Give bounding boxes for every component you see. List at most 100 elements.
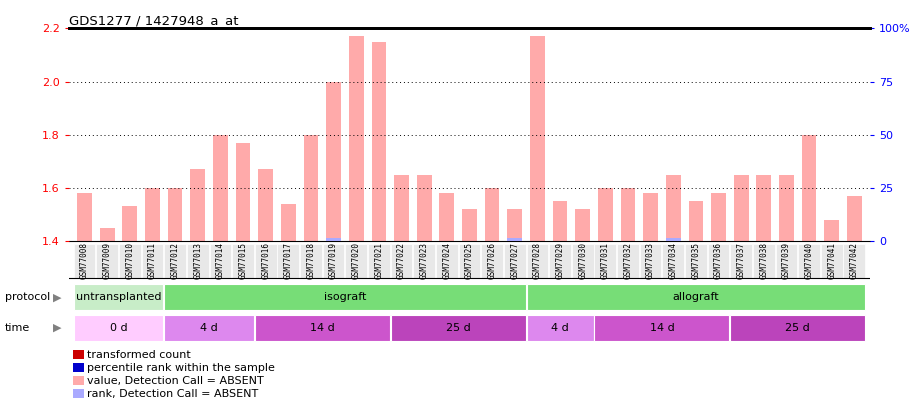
Bar [255,315,389,341]
Bar [372,42,387,241]
Bar [685,244,707,279]
Bar [255,244,277,279]
Bar [485,188,499,241]
Bar [507,238,522,241]
Bar [776,244,797,279]
Bar [440,193,454,241]
Bar [459,244,480,279]
Text: GSM77018: GSM77018 [307,242,315,279]
Bar [213,134,228,241]
Bar [168,188,182,241]
Bar [504,244,526,279]
Text: GSM77042: GSM77042 [850,242,859,279]
Bar [617,244,638,279]
Text: protocol: protocol [5,292,49,302]
Bar [258,169,273,241]
Text: GSM77037: GSM77037 [736,242,746,279]
Text: GSM77030: GSM77030 [578,242,587,279]
Text: GSM77031: GSM77031 [601,242,610,279]
Text: GSM77039: GSM77039 [782,242,791,279]
Bar [96,244,118,279]
Text: 25 d: 25 d [446,323,471,333]
Text: GSM77040: GSM77040 [804,242,813,279]
Bar [666,238,681,241]
Bar [164,315,254,341]
Bar [142,244,163,279]
Text: GSM77041: GSM77041 [827,242,836,279]
Text: GSM77028: GSM77028 [533,242,542,279]
Text: ▶: ▶ [53,292,61,302]
Bar [753,244,775,279]
Text: GSM77035: GSM77035 [692,242,701,279]
Bar [77,193,92,241]
Bar [164,284,526,310]
Bar [594,244,616,279]
Text: GSM77009: GSM77009 [103,242,112,279]
Bar [481,244,503,279]
Bar [235,143,250,241]
Text: value, Detection Call = ABSENT: value, Detection Call = ABSENT [87,376,264,386]
Text: transformed count: transformed count [87,350,191,360]
Text: 25 d: 25 d [785,323,810,333]
Bar [119,244,141,279]
Text: GSM77026: GSM77026 [487,242,496,279]
Bar [281,204,296,241]
Bar [575,209,590,241]
Text: GSM77008: GSM77008 [80,242,89,279]
Text: GSM77020: GSM77020 [352,242,361,279]
Bar [345,244,367,279]
Bar [164,244,186,279]
Bar [436,244,458,279]
Bar [639,244,661,279]
Bar [643,193,658,241]
Bar [844,244,866,279]
Bar [368,244,389,279]
Bar [662,244,684,279]
Bar [145,188,159,241]
Bar [210,244,231,279]
Bar [821,244,843,279]
Bar [666,175,681,241]
Bar [530,36,545,241]
Text: 14 d: 14 d [649,323,674,333]
Text: GSM77017: GSM77017 [284,242,293,279]
Text: 14 d: 14 d [310,323,334,333]
Bar [394,175,409,241]
Bar [507,209,522,241]
Text: GSM77012: GSM77012 [170,242,180,279]
Text: GSM77024: GSM77024 [442,242,452,279]
Bar [326,238,341,241]
Text: 4 d: 4 d [551,323,569,333]
Bar [303,134,319,241]
Bar [100,228,114,241]
Text: 4 d: 4 d [201,323,218,333]
Bar [824,220,839,241]
Bar [73,315,163,341]
Bar [413,244,435,279]
Text: GSM77021: GSM77021 [375,242,384,279]
Bar [689,201,703,241]
Bar [390,244,412,279]
Bar [711,193,725,241]
Text: GSM77016: GSM77016 [261,242,270,279]
Bar [326,81,341,241]
Bar [572,244,594,279]
Bar [322,244,344,279]
Text: 0 d: 0 d [110,323,127,333]
Text: GSM77022: GSM77022 [397,242,406,279]
Bar [349,36,364,241]
Bar [620,188,636,241]
Bar [232,244,254,279]
Bar [73,284,163,310]
Bar [757,175,771,241]
Text: rank, Detection Call = ABSENT: rank, Detection Call = ABSENT [87,389,258,399]
Bar [734,175,748,241]
Text: GSM77027: GSM77027 [510,242,519,279]
Text: GSM77025: GSM77025 [465,242,474,279]
Text: GSM77013: GSM77013 [193,242,202,279]
Bar [798,244,820,279]
Bar [278,244,300,279]
Text: GSM77032: GSM77032 [624,242,632,279]
Text: time: time [5,323,30,333]
Bar [462,209,477,241]
